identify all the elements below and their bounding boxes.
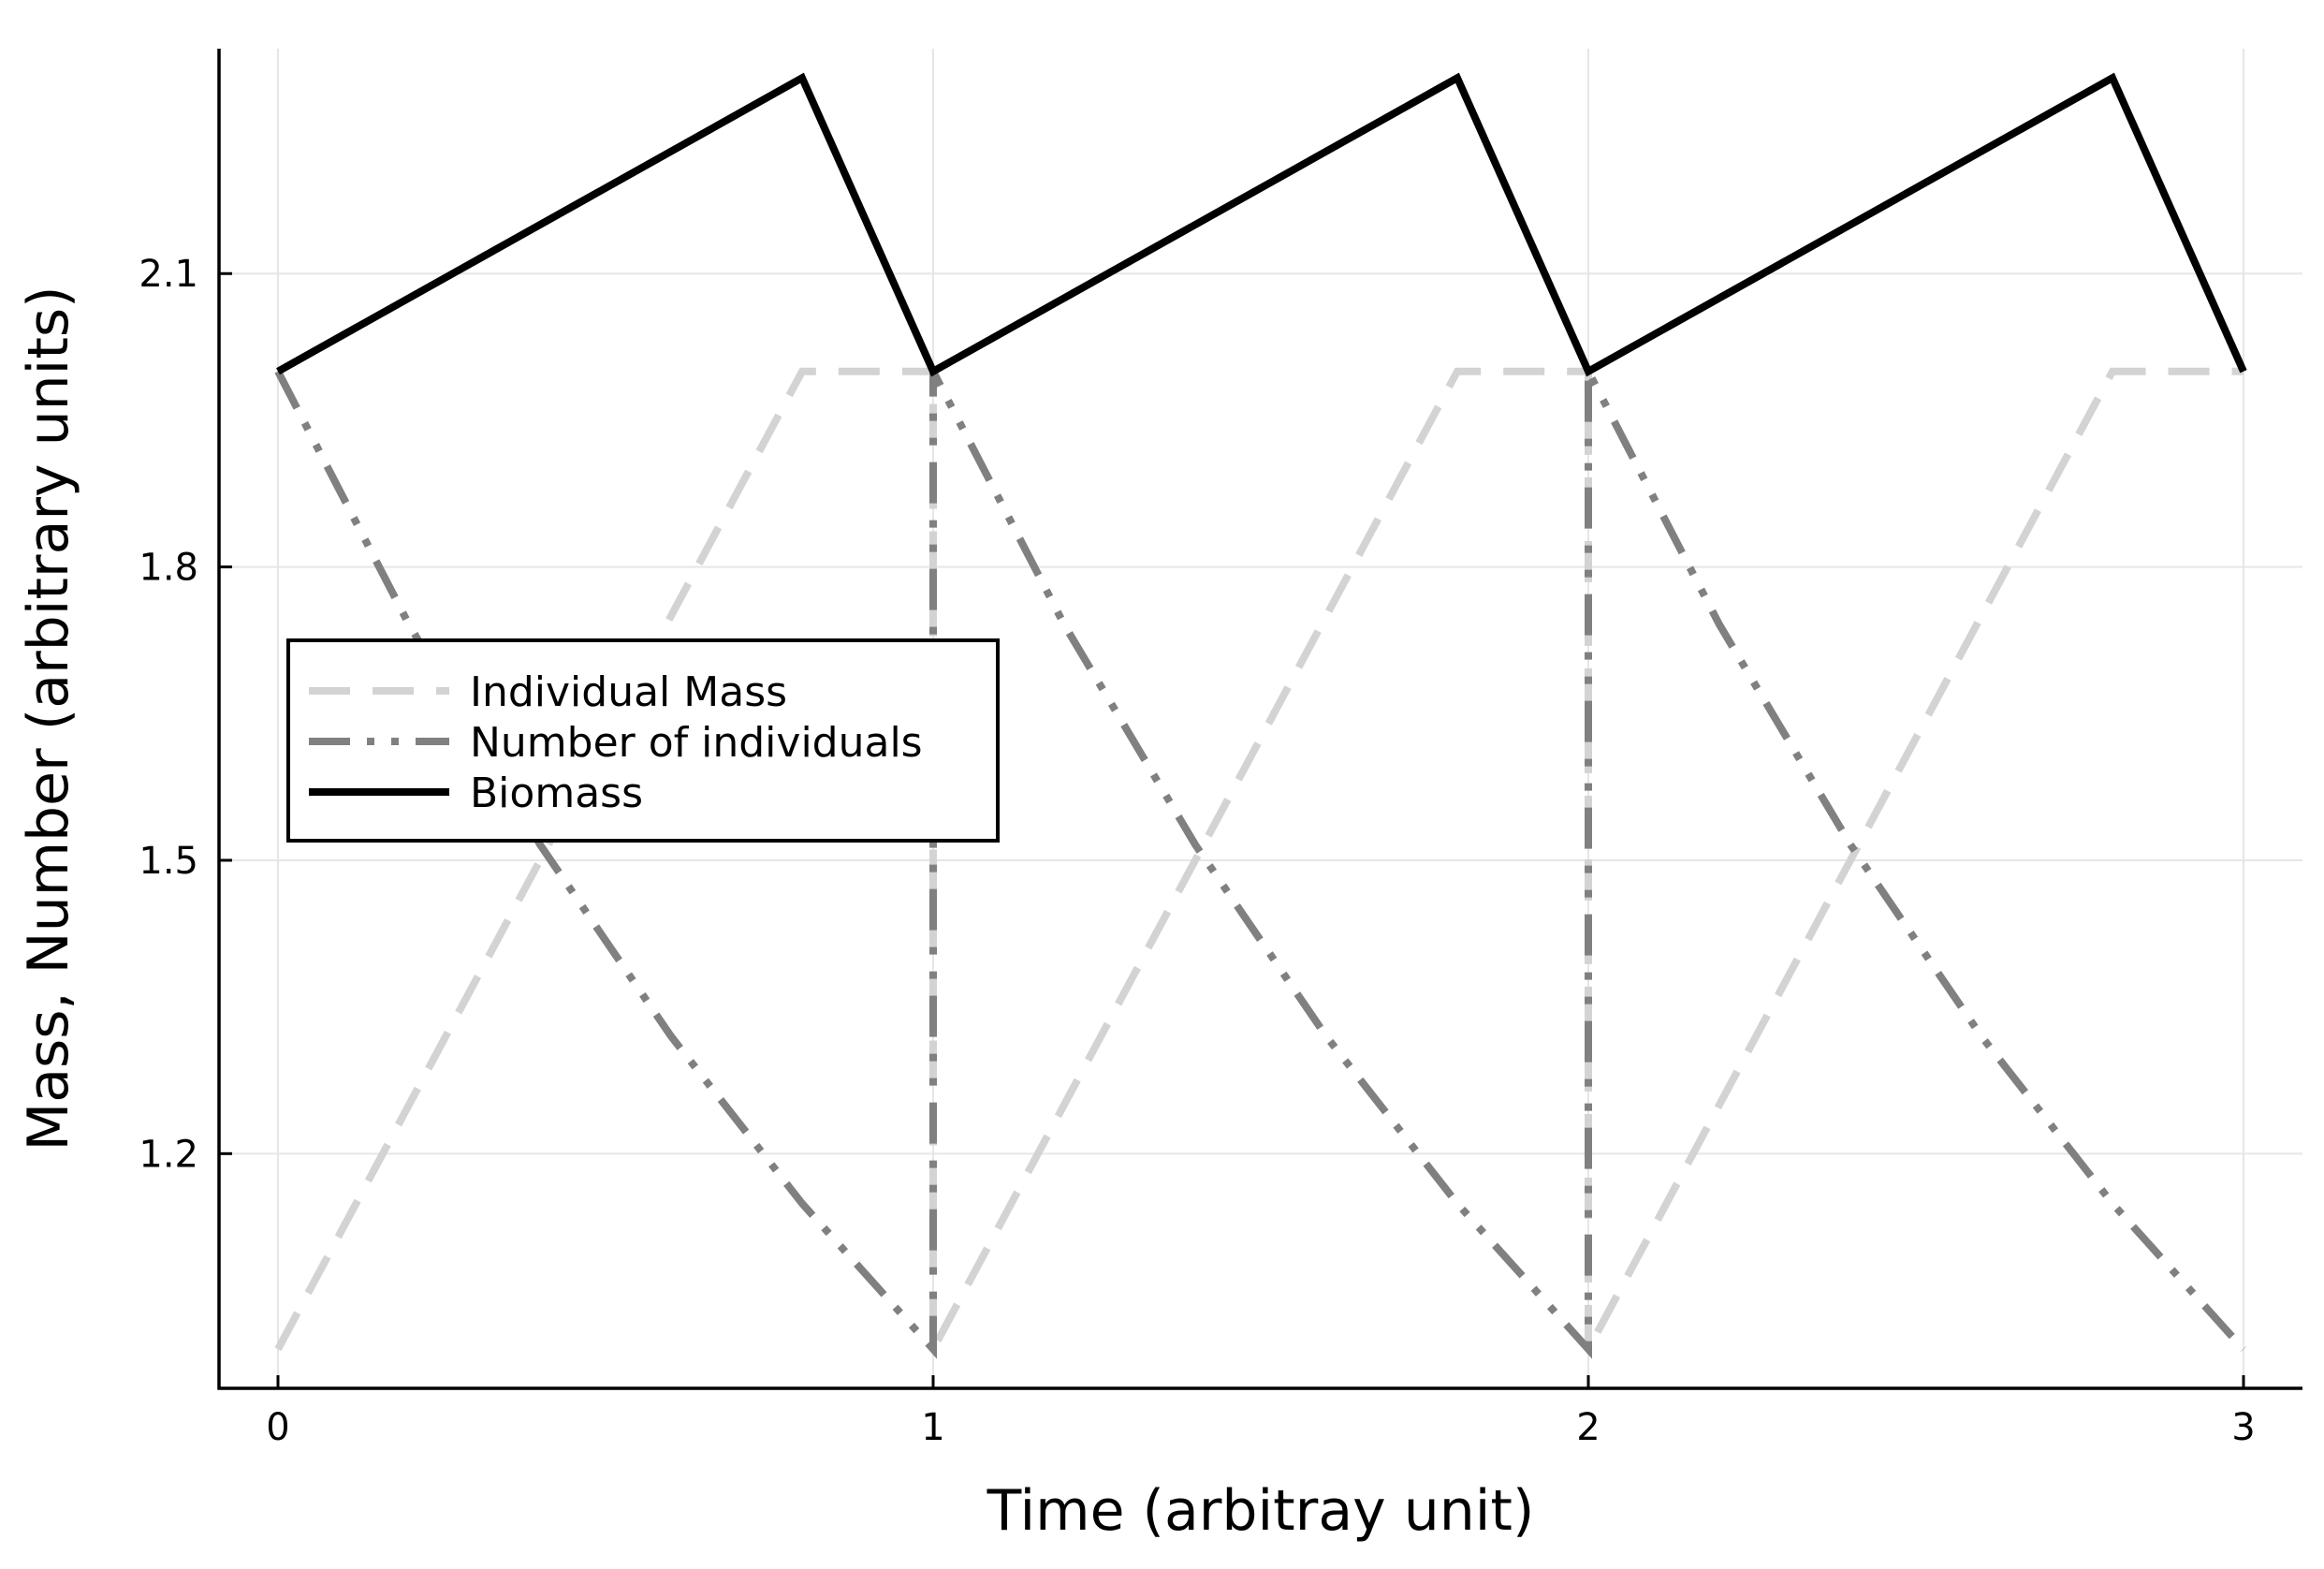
y-tick-label-2: 1.8 (139, 547, 198, 590)
legend-label-1: Individual Mass (470, 668, 787, 716)
y-tick-label-0: 1.2 (139, 1133, 198, 1176)
x-tick-label-1: 1 (921, 1406, 944, 1449)
axes (217, 49, 2302, 1390)
series-lines (274, 72, 2247, 1359)
legend-label-2: Number of individuals (470, 719, 923, 767)
legend-frame (286, 638, 1000, 843)
y-axis-title: Mass, Number (arbitrary units) (16, 286, 81, 1151)
series-line-3 (276, 72, 2247, 377)
legend-label-3: Biomass (470, 770, 643, 817)
y-tick-label-3: 2.1 (139, 253, 198, 296)
x-tick-label-0: 0 (266, 1406, 289, 1449)
y-tick-label-1: 1.5 (139, 840, 198, 883)
tick-labels: 0 1 2 3 1.2 1.5 1.8 2.1 (139, 253, 2255, 1449)
x-axis-title: Time (arbitray unit) (987, 1478, 1535, 1544)
series-line-1 (274, 367, 2244, 1352)
x-tick-label-3: 3 (2231, 1406, 2255, 1449)
x-tick-label-2: 2 (1576, 1406, 1600, 1449)
